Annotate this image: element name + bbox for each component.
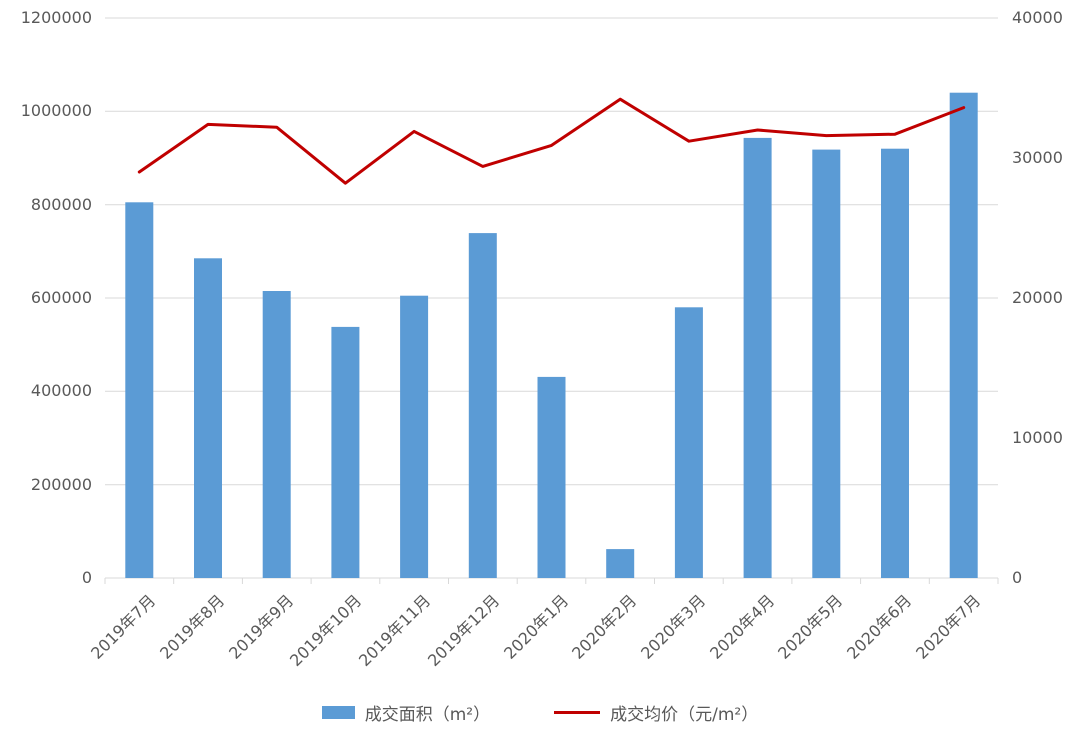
bar-2019年8月 xyxy=(194,258,222,578)
bar-2020年5月 xyxy=(812,149,841,578)
legend-line-swatch-icon xyxy=(554,711,601,714)
bar-2019年11月 xyxy=(400,295,429,578)
bar-2020年1月 xyxy=(537,376,566,578)
bar-2019年12月 xyxy=(468,233,497,578)
left-axis-tick-label: 400000 xyxy=(30,381,92,401)
bar-2020年2月 xyxy=(606,549,635,578)
bar-2019年9月 xyxy=(262,291,291,578)
legend-label: 成交均价（元/m²） xyxy=(610,705,759,725)
right-axis-tick-label: 10000 xyxy=(1012,428,1063,447)
left-axis-tick-label: 0 xyxy=(81,568,92,587)
legend-label: 成交面积（m²） xyxy=(364,705,491,725)
legend-bar-swatch-icon xyxy=(321,706,355,719)
bar-2019年10月 xyxy=(331,326,360,578)
left-axis-tick-label: 200000 xyxy=(30,474,92,494)
bar-2020年4月 xyxy=(743,137,772,578)
left-axis-tick-label: 600000 xyxy=(30,288,92,307)
left-axis-tick-label: 1200000 xyxy=(20,8,92,27)
right-axis-tick-label: 0 xyxy=(1012,568,1023,587)
bar-2019年7月 xyxy=(125,202,154,579)
bar-2020年6月 xyxy=(881,148,909,578)
legend-item: 成交均价（元/m²） xyxy=(554,700,758,725)
bar-2020年7月 xyxy=(949,92,978,578)
legend-item: 成交面积（m²） xyxy=(321,700,491,725)
left-axis-tick-label: 1000000 xyxy=(20,101,92,121)
left-axis-tick-label: 800000 xyxy=(30,194,92,214)
right-axis-tick-label: 20000 xyxy=(1012,288,1063,307)
right-axis-tick-label: 40000 xyxy=(1012,8,1063,27)
right-axis-tick-label: 30000 xyxy=(1012,148,1063,167)
bar-2020年3月 xyxy=(674,307,703,578)
price-line xyxy=(137,97,966,185)
legend: 成交面积（m²） 成交均价（元/m²） xyxy=(0,700,1080,725)
